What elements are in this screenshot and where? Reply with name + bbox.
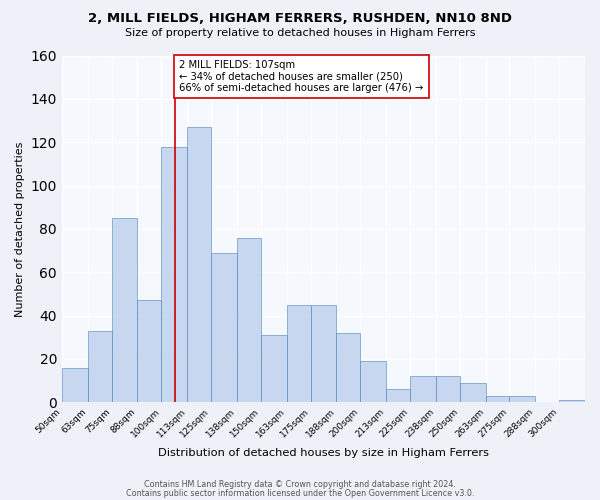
- Bar: [211, 252, 237, 402]
- Text: Size of property relative to detached houses in Higham Ferrers: Size of property relative to detached ho…: [125, 28, 475, 38]
- X-axis label: Distribution of detached houses by size in Higham Ferrers: Distribution of detached houses by size …: [158, 448, 489, 458]
- Bar: [187, 127, 211, 402]
- Bar: [62, 368, 88, 402]
- Bar: [311, 304, 337, 402]
- Y-axis label: Number of detached properties: Number of detached properties: [15, 141, 25, 316]
- Bar: [287, 304, 311, 402]
- Bar: [485, 396, 509, 402]
- Text: 2 MILL FIELDS: 107sqm
← 34% of detached houses are smaller (250)
66% of semi-det: 2 MILL FIELDS: 107sqm ← 34% of detached …: [179, 60, 424, 93]
- Bar: [386, 389, 410, 402]
- Text: Contains HM Land Registry data © Crown copyright and database right 2024.: Contains HM Land Registry data © Crown c…: [144, 480, 456, 489]
- Bar: [460, 382, 485, 402]
- Bar: [559, 400, 585, 402]
- Bar: [261, 335, 287, 402]
- Bar: [137, 300, 161, 402]
- Bar: [88, 330, 112, 402]
- Bar: [360, 361, 386, 402]
- Bar: [410, 376, 436, 402]
- Text: Contains public sector information licensed under the Open Government Licence v3: Contains public sector information licen…: [126, 489, 474, 498]
- Bar: [509, 396, 535, 402]
- Bar: [112, 218, 137, 402]
- Text: 2, MILL FIELDS, HIGHAM FERRERS, RUSHDEN, NN10 8ND: 2, MILL FIELDS, HIGHAM FERRERS, RUSHDEN,…: [88, 12, 512, 26]
- Bar: [237, 238, 261, 402]
- Bar: [337, 333, 360, 402]
- Bar: [436, 376, 460, 402]
- Bar: [161, 146, 187, 402]
